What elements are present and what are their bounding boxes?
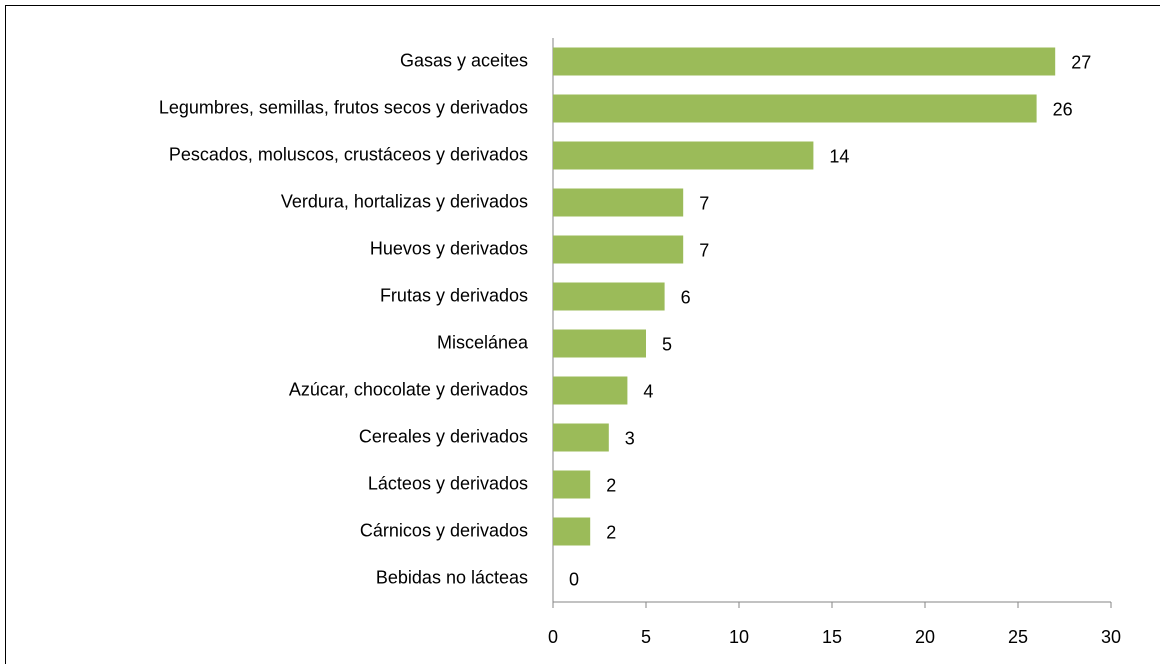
x-tick-label: 25 xyxy=(1008,627,1028,647)
data-label: 0 xyxy=(569,569,579,589)
y-tick-label: Lácteos y derivados xyxy=(368,473,528,493)
bar xyxy=(553,423,609,452)
bar xyxy=(553,329,646,358)
bar xyxy=(553,94,1037,123)
chart-border xyxy=(5,5,1160,664)
bar xyxy=(553,47,1056,76)
x-tick-label: 15 xyxy=(822,627,842,647)
bar xyxy=(553,188,684,217)
y-tick-label: Cereales y derivados xyxy=(359,426,528,446)
bar xyxy=(553,282,665,311)
data-label: 2 xyxy=(606,475,616,495)
bar xyxy=(553,235,684,264)
y-tick-label: Frutas y derivados xyxy=(380,285,528,305)
x-tick-label: 30 xyxy=(1101,627,1121,647)
data-label: 14 xyxy=(829,146,849,166)
data-label: 27 xyxy=(1071,52,1091,72)
x-tick-label: 5 xyxy=(641,627,651,647)
data-label: 4 xyxy=(643,381,653,401)
y-tick-label: Verdura, hortalizas y derivados xyxy=(281,191,528,211)
bar xyxy=(553,376,628,405)
y-tick-label: Legumbres, semillas, frutos secos y deri… xyxy=(159,97,528,117)
data-label: 3 xyxy=(625,428,635,448)
bar xyxy=(553,141,814,170)
data-label: 26 xyxy=(1053,99,1073,119)
data-label: 7 xyxy=(699,240,709,260)
y-tick-label: Gasas y aceites xyxy=(400,50,528,70)
bar xyxy=(553,470,591,499)
y-tick-label: Miscelánea xyxy=(437,332,529,352)
bar xyxy=(553,517,591,546)
y-tick-label: Bebidas no lácteas xyxy=(376,567,528,587)
y-tick-label: Cárnicos y derivados xyxy=(360,520,528,540)
data-label: 6 xyxy=(681,287,691,307)
x-tick-label: 10 xyxy=(729,627,749,647)
data-label: 7 xyxy=(699,193,709,213)
data-label: 2 xyxy=(606,522,616,542)
y-tick-label: Huevos y derivados xyxy=(370,238,528,258)
data-label: 5 xyxy=(662,334,672,354)
x-tick-label: 20 xyxy=(915,627,935,647)
y-tick-label: Azúcar, chocolate y derivados xyxy=(289,379,528,399)
x-tick-label: 0 xyxy=(548,627,558,647)
y-tick-label: Pescados, moluscos, crustáceos y derivad… xyxy=(169,144,528,164)
